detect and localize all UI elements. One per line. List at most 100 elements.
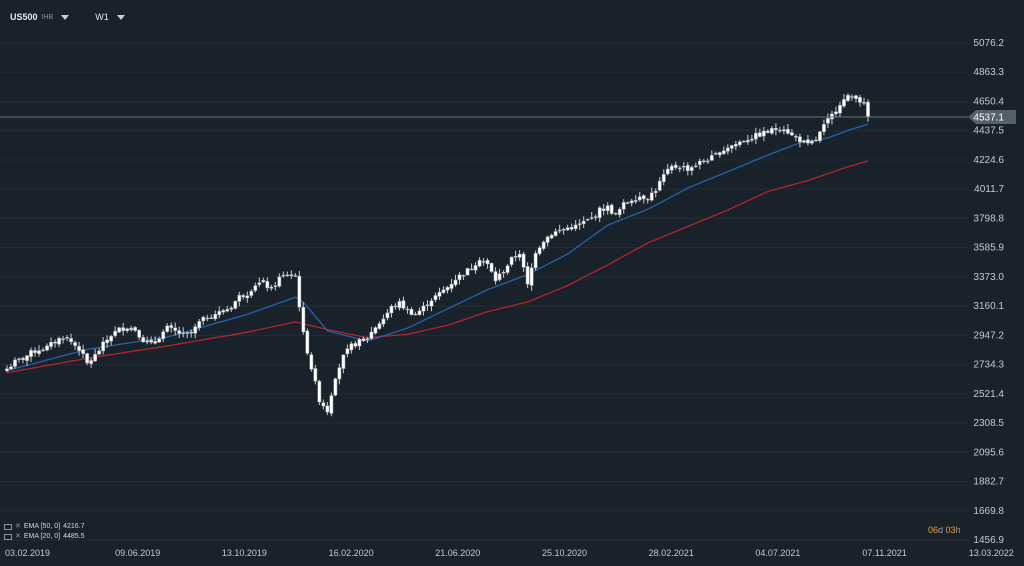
candle-up (357, 339, 362, 347)
candle-up (437, 291, 442, 297)
candle-up (201, 316, 206, 322)
candle-down (209, 317, 214, 319)
symbol-suffix: IHB (41, 13, 54, 21)
candle-up (721, 150, 726, 155)
candle-down (69, 338, 73, 343)
candle-up (249, 290, 254, 296)
candle-up (553, 231, 558, 236)
candle-up (217, 311, 222, 316)
candle-up (465, 268, 470, 276)
candle-down (854, 95, 858, 99)
candle-down (413, 313, 418, 316)
candle-up (838, 104, 842, 114)
candle-down (798, 136, 802, 143)
legend-item-ema20[interactable]: ✕ EMA [20, 0] 4485.5 (4, 532, 84, 542)
y-tick-label: 4650.4 (973, 96, 1004, 107)
candle-up (385, 312, 390, 319)
candle-up (693, 165, 698, 168)
candle-down (177, 330, 182, 334)
candle-up (117, 327, 121, 333)
candle-up (229, 307, 234, 310)
candle-up (345, 348, 350, 355)
candle-up (9, 366, 13, 370)
candle-up (477, 259, 482, 267)
candle-down (301, 306, 306, 333)
x-tick-label: 04.07.2021 (755, 548, 800, 558)
candle-up (253, 285, 258, 291)
ema50-value: 4216.7 (63, 523, 85, 530)
candle-down (786, 128, 790, 134)
candle-down (173, 327, 178, 331)
candle-down (774, 128, 778, 131)
candle-up (473, 265, 478, 271)
y-tick-label: 5076.2 (973, 38, 1004, 49)
timeframe-label: W1 (95, 12, 109, 22)
y-tick-label: 4224.6 (973, 155, 1004, 166)
candle-up (597, 207, 602, 218)
candle-up (541, 241, 546, 249)
candle-up (157, 338, 162, 343)
candle-up (97, 350, 101, 355)
x-tick-label: 03.02.2019 (5, 548, 50, 558)
candle-down (265, 281, 270, 289)
close-icon[interactable]: ✕ (15, 533, 21, 540)
y-tick-label: 1456.9 (973, 535, 1004, 546)
candle-up (565, 227, 570, 231)
candle-up (145, 340, 150, 343)
candle-down (758, 132, 762, 137)
y-tick-label: 3798.8 (973, 213, 1004, 224)
candle-up (441, 289, 446, 293)
candle-down (493, 271, 498, 282)
candle-up (509, 256, 514, 265)
candle-up (649, 192, 654, 201)
candle-down (289, 274, 294, 277)
candle-down (121, 327, 125, 331)
candle-down (285, 274, 290, 277)
candle-down (401, 300, 406, 309)
x-tick-label: 07.11.2021 (862, 548, 906, 558)
x-tick-label: 13.10.2019 (222, 548, 267, 558)
candle-up (113, 330, 117, 337)
candle-down (169, 325, 174, 328)
candle-up (733, 143, 738, 147)
ema20-label: EMA [20, 0] (23, 533, 61, 540)
candle-up (333, 378, 338, 396)
x-tick-label: 16.02.2020 (329, 548, 374, 558)
timer-hours-unit: h (955, 525, 961, 535)
candle-up (665, 168, 670, 175)
y-tick-label: 3160.1 (973, 301, 1004, 312)
candle-down (297, 275, 302, 308)
candle-down (717, 152, 722, 156)
candle-up (161, 331, 166, 340)
symbol-selector[interactable]: US500 IHB (10, 12, 70, 22)
candle-up (449, 283, 454, 289)
candle-up (45, 345, 49, 351)
legend-item-ema50[interactable]: ✕ EMA [50, 0] 4216.7 (4, 522, 84, 532)
candle-up (505, 265, 510, 273)
candle-down (641, 195, 646, 200)
candle-down (794, 135, 798, 138)
candle-down (353, 343, 358, 347)
candle-up (746, 139, 750, 143)
candle-up (517, 253, 522, 258)
candle-down (766, 130, 770, 133)
y-tick-label: 2947.2 (973, 330, 1004, 341)
candle-down (469, 268, 474, 271)
candle-up (653, 190, 658, 193)
candle-up (818, 131, 822, 142)
close-icon[interactable]: ✕ (15, 523, 21, 530)
candle-up (501, 271, 506, 274)
candle-down (601, 208, 606, 211)
candle-up (25, 355, 29, 361)
candle-down (513, 255, 518, 258)
candle-down (33, 350, 37, 354)
candle-up (125, 328, 129, 331)
candle-down (609, 204, 614, 214)
y-tick-label: 4437.5 (973, 126, 1004, 137)
candle-up (129, 327, 133, 331)
candle-down (81, 349, 85, 354)
candle-down (317, 380, 322, 403)
candle-down (313, 368, 318, 382)
timeframe-selector[interactable]: W1 (95, 12, 125, 22)
